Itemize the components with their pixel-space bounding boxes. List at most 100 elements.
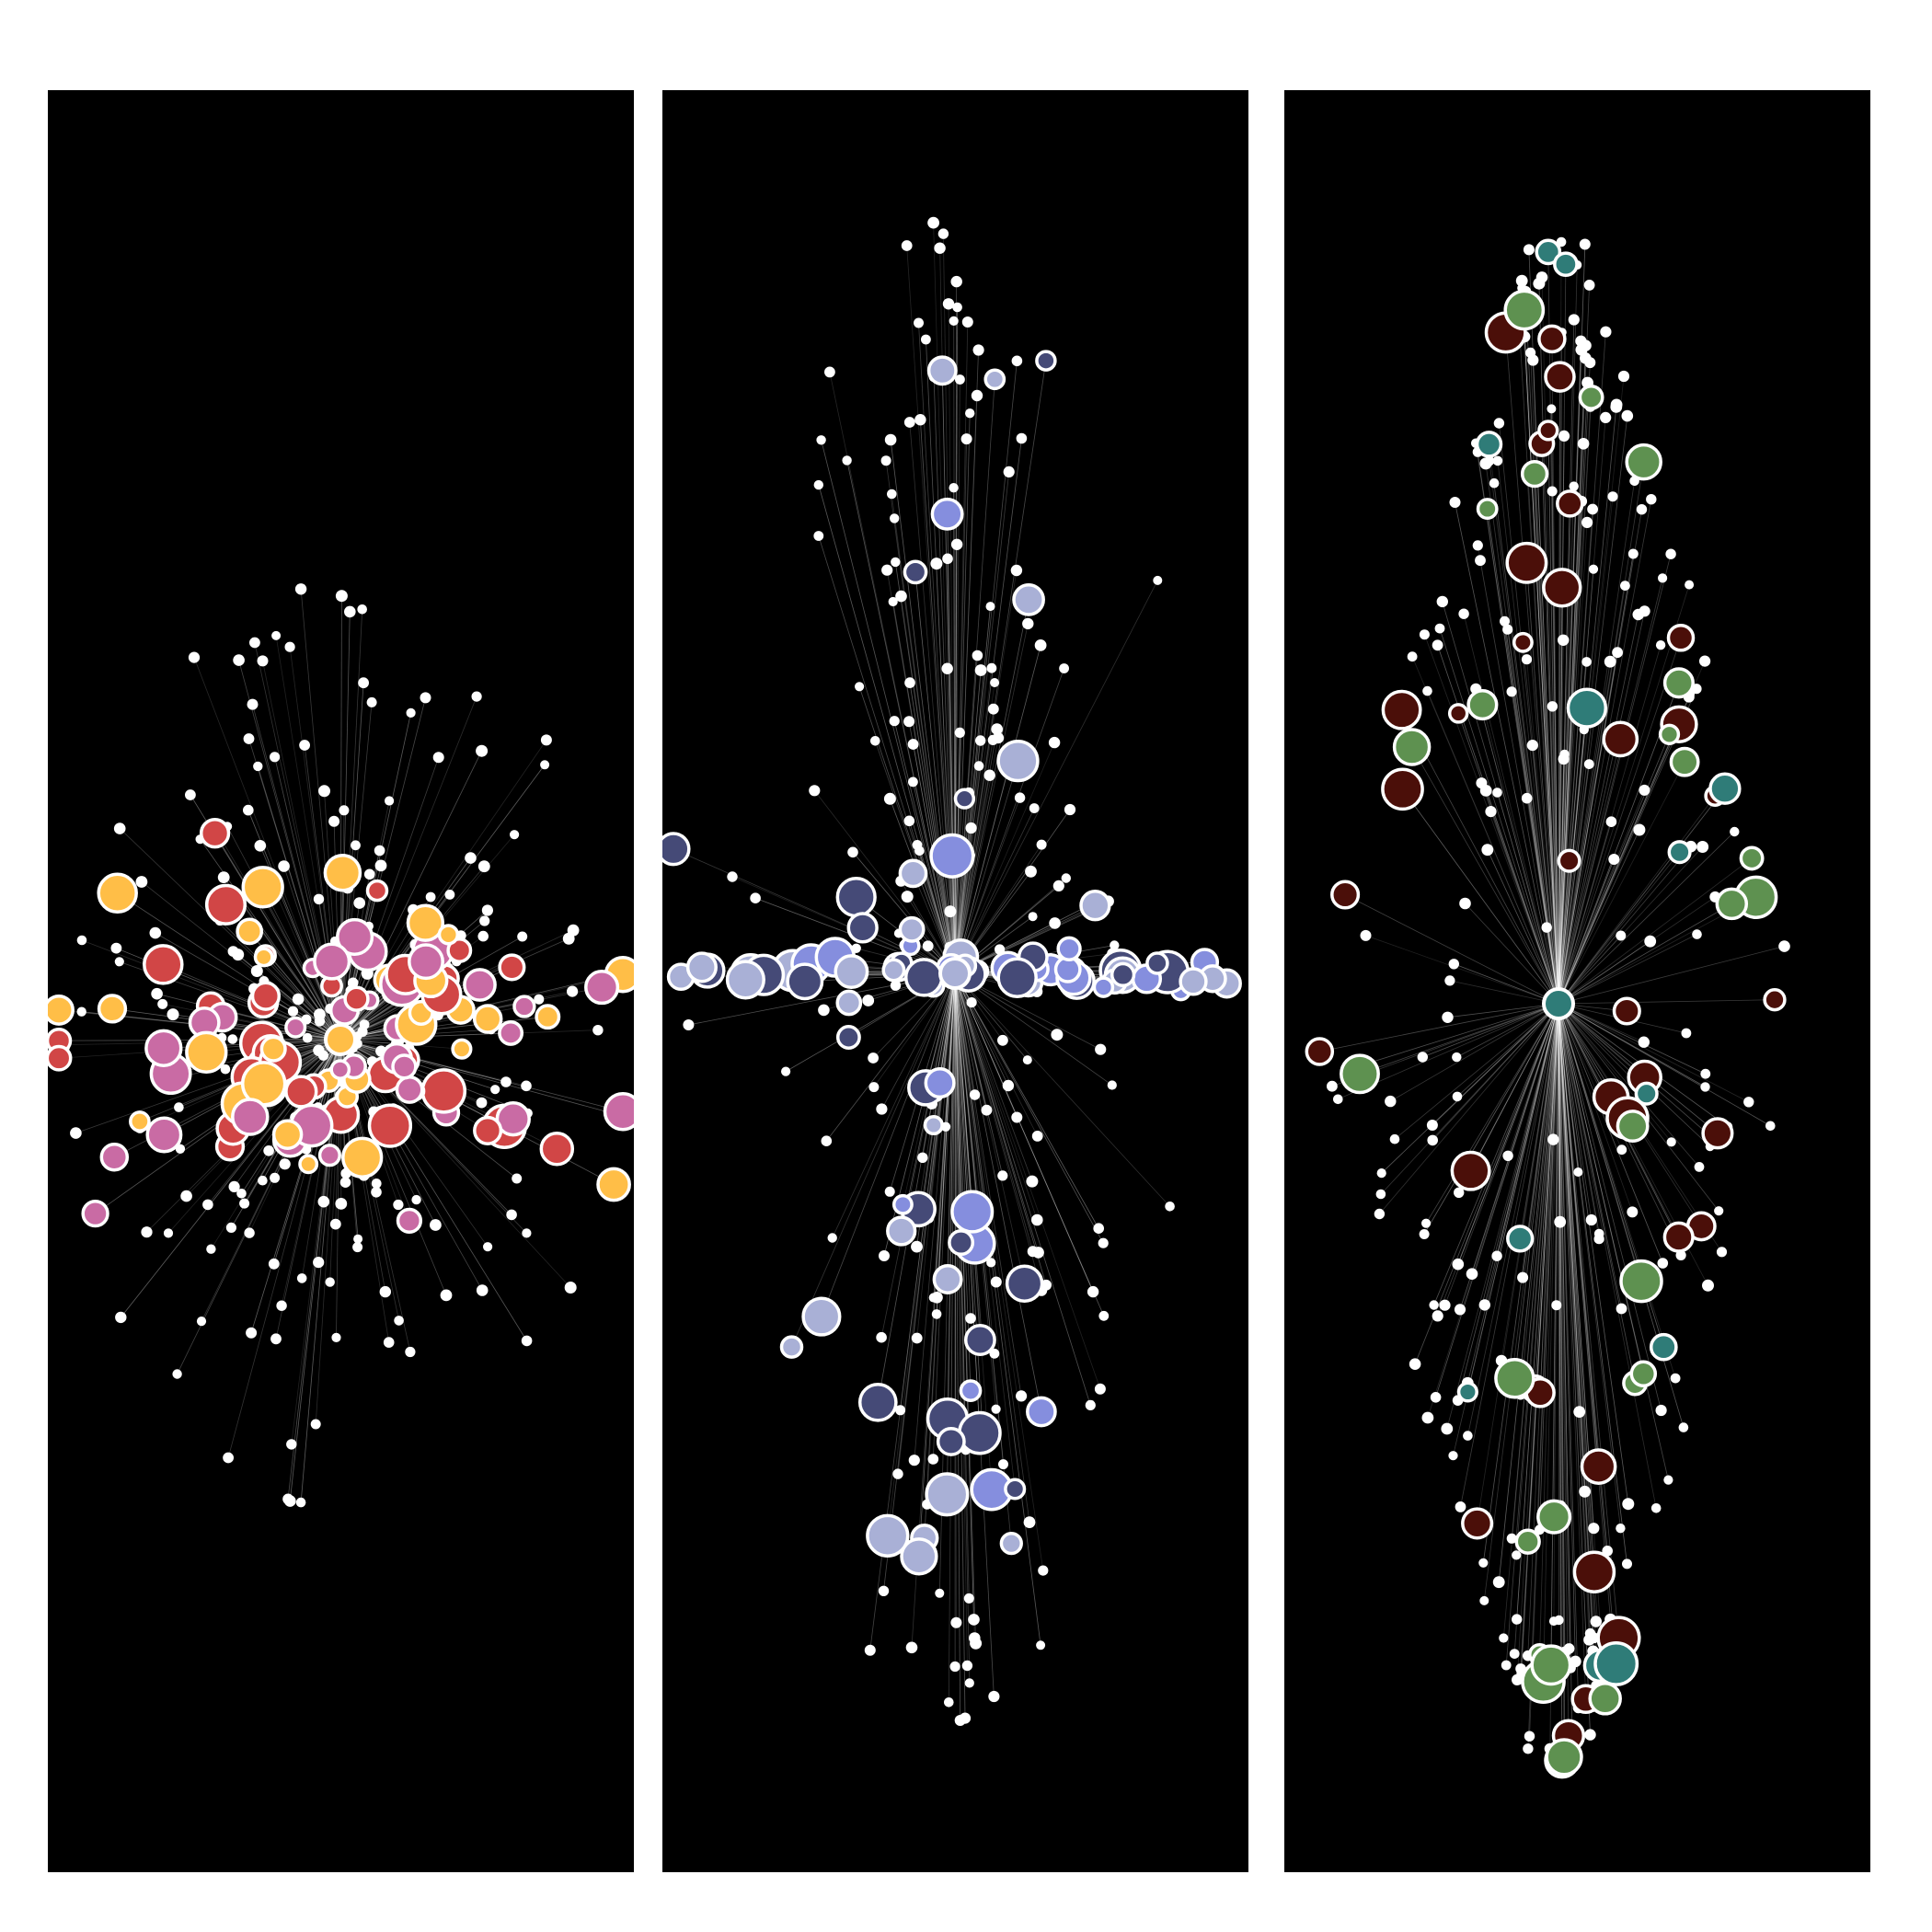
- node-small: [1558, 753, 1570, 765]
- node-colored: [801, 1296, 842, 1337]
- edge: [1532, 745, 1559, 1005]
- node-small: [1573, 1406, 1586, 1418]
- node-small: [975, 735, 986, 746]
- node-colored: [936, 1426, 966, 1456]
- node-small: [263, 1145, 274, 1156]
- edge: [954, 471, 1010, 974]
- node-small: [1439, 1299, 1451, 1311]
- node-small: [1374, 1208, 1386, 1220]
- node-small: [888, 596, 898, 607]
- node-small: [1583, 759, 1594, 769]
- node-colored: [1512, 631, 1534, 653]
- node-small: [1716, 1247, 1728, 1258]
- edge: [1498, 1003, 1559, 1582]
- edge: [954, 361, 1018, 974]
- node-small: [1730, 826, 1740, 837]
- node-small: [821, 1135, 833, 1146]
- edge: [1538, 283, 1559, 1005]
- node-small: [534, 994, 545, 1005]
- node-colored: [313, 942, 351, 981]
- node-small: [1448, 1451, 1458, 1461]
- node-small: [299, 740, 310, 751]
- edge: [1558, 1003, 1645, 1078]
- node-small: [1011, 1111, 1023, 1123]
- node-colored: [97, 994, 128, 1024]
- node-small: [1663, 1475, 1673, 1485]
- node-small: [243, 804, 254, 816]
- node-small: [1059, 663, 1069, 673]
- node-small: [862, 995, 875, 1006]
- node-small: [1421, 1411, 1434, 1424]
- node-small: [781, 1066, 791, 1076]
- node-small: [881, 564, 893, 576]
- node-colored: [1593, 1640, 1639, 1686]
- edge: [1558, 1003, 1565, 1757]
- node-small: [1581, 657, 1592, 667]
- edge: [1558, 496, 1614, 1005]
- node-small: [1588, 1523, 1600, 1535]
- edge: [1558, 1003, 1644, 1374]
- node-small: [432, 752, 444, 764]
- node-small: [180, 1190, 192, 1202]
- node-small: [1646, 494, 1657, 505]
- node-small: [1547, 404, 1557, 414]
- node-small: [1616, 930, 1627, 941]
- node-colored: [253, 947, 274, 968]
- node-colored: [473, 1115, 503, 1145]
- node-colored: [662, 832, 691, 867]
- node-colored: [1079, 890, 1111, 922]
- node-small: [254, 840, 267, 852]
- node-colored: [284, 1016, 307, 1039]
- node-small: [477, 930, 489, 942]
- node-small: [325, 1277, 335, 1287]
- edge: [1558, 614, 1639, 1005]
- node-small: [567, 985, 579, 997]
- node-small: [1027, 1246, 1039, 1258]
- node-small: [250, 965, 263, 977]
- edge: [1359, 1003, 1559, 1075]
- node-colored: [1476, 498, 1499, 521]
- edge: [1558, 362, 1591, 1005]
- edge: [1558, 1003, 1594, 1639]
- node-small: [385, 796, 395, 806]
- node-small: [1022, 617, 1034, 630]
- edge: [1558, 331, 1606, 1005]
- node-small: [1584, 357, 1596, 369]
- node-small: [1430, 1392, 1442, 1403]
- edge: [1558, 857, 1753, 1005]
- edge: [1558, 753, 1566, 1005]
- edge: [1457, 1003, 1559, 1401]
- edge: [1558, 1003, 1561, 1223]
- node-small: [479, 915, 490, 926]
- edge: [1502, 1003, 1559, 1639]
- node-small: [406, 707, 416, 719]
- node-small: [986, 662, 997, 673]
- node-small: [1639, 605, 1650, 617]
- node-colored: [929, 833, 975, 879]
- node-small: [1665, 548, 1676, 559]
- node-small: [1622, 1558, 1632, 1570]
- node-small: [1644, 935, 1657, 948]
- network-panel-2: [662, 90, 1248, 1872]
- node-colored: [498, 1019, 524, 1046]
- node-small: [294, 583, 307, 595]
- edge: [954, 972, 961, 1720]
- node-small: [991, 723, 1003, 735]
- edge: [937, 972, 956, 1298]
- edge: [1558, 554, 1672, 1005]
- edge: [954, 972, 1041, 1646]
- node-small: [1025, 865, 1037, 878]
- node-small: [1678, 1422, 1689, 1432]
- node-small: [927, 216, 939, 229]
- node-small: [471, 691, 482, 702]
- node-small: [901, 240, 913, 251]
- node-small: [1016, 1390, 1028, 1402]
- node-small: [887, 489, 897, 500]
- edge: [1558, 1003, 1566, 1652]
- node-small: [1700, 1068, 1711, 1079]
- node-small: [481, 904, 493, 916]
- edge: [1521, 1003, 1559, 1674]
- edge: [1424, 634, 1559, 1005]
- node-small: [1002, 1079, 1015, 1092]
- node-small: [225, 1222, 236, 1233]
